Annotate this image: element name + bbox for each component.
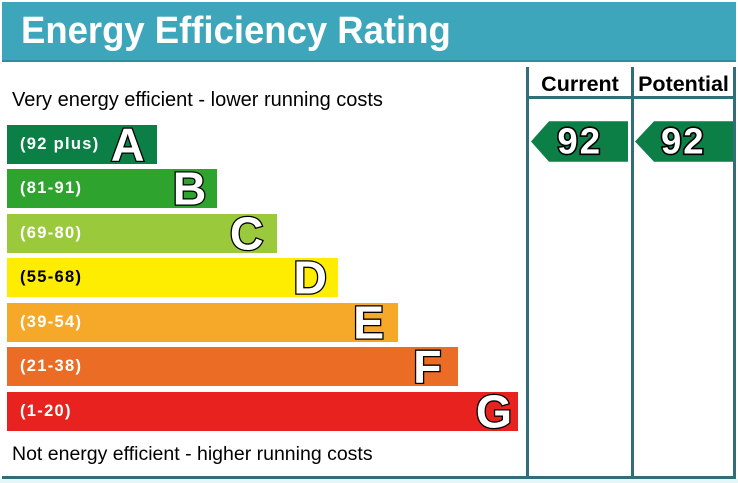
svg-text:B: B — [173, 162, 207, 214]
svg-text:D: D — [293, 251, 327, 303]
svg-text:E: E — [353, 296, 384, 348]
svg-text:C: C — [230, 207, 264, 259]
svg-text:F: F — [413, 340, 441, 392]
svg-text:92: 92 — [661, 121, 706, 162]
svg-text:G: G — [476, 385, 512, 437]
svg-text:92: 92 — [557, 121, 602, 162]
svg-text:A: A — [111, 118, 145, 170]
